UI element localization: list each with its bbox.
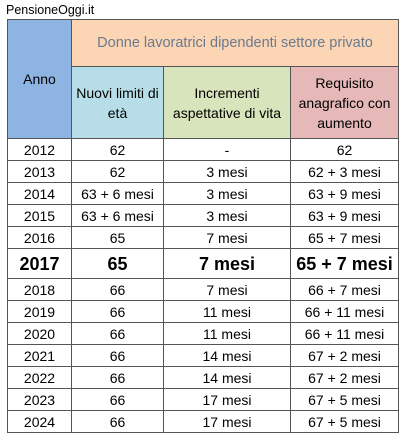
header-group-title: Donne lavoratrici dipendenti settore pri… [71,19,399,67]
header-new-limits: Nuovi limiti di età [71,66,164,139]
cell-increment: - [163,138,291,161]
table-row: 2016 65 7 mesi 65 + 7 mesi [7,226,399,249]
table-row: 2020 66 11 mesi 66 + 11 mesi [7,322,399,345]
cell-new-limit: 66 [71,278,164,301]
cell-requirement: 67 + 5 mesi [290,388,399,411]
header-requirement: Requisito anagrafico con aumento [290,66,399,139]
site-watermark: PensioneOggi.it [6,3,95,17]
cell-new-limit: 66 [71,322,164,345]
cell-year: 2016 [7,226,72,249]
cell-year: 2021 [7,344,72,367]
cell-requirement: 67 + 2 mesi [290,344,399,367]
cell-requirement: 67 + 5 mesi [290,410,399,433]
cell-increment: 17 mesi [163,388,291,411]
table-row: 2014 63 + 6 mesi 3 mesi 63 + 9 mesi [7,182,399,205]
cell-year: 2023 [7,388,72,411]
cell-requirement: 63 + 9 mesi [290,182,399,205]
cell-new-limit: 62 [71,160,164,183]
cell-year: 2020 [7,322,72,345]
cell-year: 2019 [7,300,72,323]
header-increments: Incrementi aspettative di vita [163,66,291,139]
cell-new-limit: 63 + 6 mesi [71,204,164,227]
table-row: 2015 63 + 6 mesi 3 mesi 63 + 9 mesi [7,204,399,227]
cell-year: 2013 [7,160,72,183]
table-row: 2013 62 3 mesi 62 + 3 mesi [7,160,399,183]
cell-new-limit: 62 [71,138,164,161]
cell-increment: 14 mesi [163,366,291,389]
cell-new-limit: 65 [71,226,164,249]
cell-increment: 3 mesi [163,182,291,205]
cell-requirement: 62 [290,138,399,161]
cell-increment: 3 mesi [163,160,291,183]
cell-requirement: 66 + 11 mesi [290,322,399,345]
table-body: 2012 62-62 2013 62 3 mesi 62 + 3 mesi 2014 63 +… [7,138,399,433]
table-row: 2018 66 7 mesi 66 + 7 mesi [7,278,399,301]
cell-new-limit: 63 + 6 mesi [71,182,164,205]
cell-year: 2017 [7,248,72,279]
table-row: 2023 66 17 mesi 67 + 5 mesi [7,388,399,411]
cell-increment: 14 mesi [163,344,291,367]
cell-requirement: 66 + 7 mesi [290,278,399,301]
table-row: 2019 66 11 mesi 66 + 11 mesi [7,300,399,323]
cell-requirement: 65 + 7 mesi [290,248,399,279]
table-row: 2012 62-62 [7,138,399,161]
cell-requirement: 63 + 9 mesi [290,204,399,227]
cell-increment: 11 mesi [163,322,291,345]
cell-year: 2022 [7,366,72,389]
cell-new-limit: 66 [71,388,164,411]
cell-new-limit: 65 [71,248,164,279]
cell-increment: 17 mesi [163,410,291,433]
cell-requirement: 67 + 2 mesi [290,366,399,389]
table-row: 2022 66 14 mesi 67 + 2 mesi [7,366,399,389]
cell-year: 2018 [7,278,72,301]
cell-increment: 3 mesi [163,204,291,227]
cell-year: 2012 [7,138,72,161]
cell-increment: 7 mesi [163,278,291,301]
cell-increment: 11 mesi [163,300,291,323]
cell-new-limit: 66 [71,344,164,367]
cell-increment: 7 mesi [163,248,291,279]
table-row: 2021 66 14 mesi 67 + 2 mesi [7,344,399,367]
cell-new-limit: 66 [71,366,164,389]
cell-year: 2014 [7,182,72,205]
cell-requirement: 62 + 3 mesi [290,160,399,183]
cell-increment: 7 mesi [163,226,291,249]
cell-year: 2024 [7,410,72,433]
cell-requirement: 65 + 7 mesi [290,226,399,249]
header-year: Anno [7,19,72,139]
table-row: 2024 66 17 mesi 67 + 5 mesi [7,410,399,433]
cell-new-limit: 66 [71,410,164,433]
retirement-age-table: Anno Donne lavoratrici dipendenti settor… [7,19,399,433]
table-row: 2017 65 7 mesi 65 + 7 mesi [7,248,399,279]
cell-requirement: 66 + 11 mesi [290,300,399,323]
cell-new-limit: 66 [71,300,164,323]
cell-year: 2015 [7,204,72,227]
